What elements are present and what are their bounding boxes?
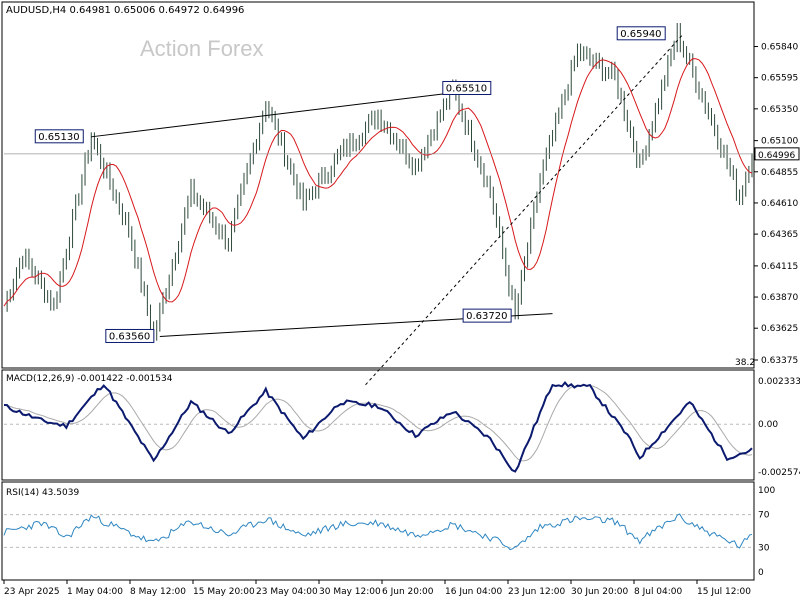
price-tick-label: 0.65350	[761, 105, 798, 115]
price-label-box	[442, 80, 492, 95]
x-tick-label: 8 Jul 04:00	[634, 587, 683, 597]
x-tick-label: 16 Jun 04:00	[445, 587, 502, 597]
x-tick-label: 23 Jun 12:00	[508, 587, 565, 597]
x-tick-label: 23 Apr 2025	[4, 587, 60, 597]
fib-trend-line	[365, 33, 684, 386]
upper-channel-line	[91, 89, 478, 138]
x-tick-label: 30 Jun 20:00	[571, 587, 628, 597]
price-label-box	[616, 26, 666, 41]
macd-signal-line	[3, 384, 753, 462]
price-label: 0.65130	[38, 132, 79, 143]
axis-layer: 0.65840 0.65595 0.65350 0.65100 0.64855 0.646…	[3, 43, 800, 597]
macd-line	[3, 381, 753, 473]
price-tick-label: 0.64855	[761, 168, 798, 178]
watermark: Action Forex	[140, 36, 264, 61]
price-label-box	[34, 129, 84, 144]
price-tick-label: 0.65100	[761, 137, 798, 147]
x-tick-label: 1 May 04:00	[67, 587, 123, 597]
rsi-tick-label: 100	[758, 486, 775, 496]
macd-tick-label: -0.002574	[758, 468, 800, 478]
rsi-tick-label: 70	[758, 511, 770, 521]
price-tick-label: 0.65595	[761, 74, 798, 84]
price-tick-label: 0.63375	[761, 356, 798, 366]
price-tick-label: 0.65840	[761, 43, 798, 53]
x-tick-label: 23 May 04:00	[256, 587, 318, 597]
price-tick-label: 0.64610	[761, 199, 798, 209]
main-panel-frame	[1, 1, 755, 369]
price-tick-label: 0.63870	[761, 293, 798, 303]
price-label-box	[462, 308, 512, 323]
price-label: 0.63720	[466, 311, 507, 322]
macd-layer	[3, 381, 753, 473]
x-tick-label: 15 Jul 12:00	[697, 587, 751, 597]
price-tick-label: 0.64365	[761, 230, 798, 240]
price-label: 0.63560	[109, 331, 150, 342]
fib-label: 38.2	[735, 358, 755, 368]
price-label-box	[105, 328, 155, 343]
price-tick-label: 0.64115	[761, 262, 798, 272]
symbol-header: AUDUSD,H4 0.64981 0.65006 0.64972 0.6499…	[6, 5, 244, 16]
moving-average-line	[3, 58, 753, 307]
rsi-tick-label: 30	[758, 543, 770, 553]
macd-panel-frame	[1, 369, 755, 481]
price-label: 0.65940	[620, 29, 661, 40]
rsi-line	[3, 513, 753, 551]
last-price-label: 0.64996	[758, 151, 795, 161]
rsi-panel-frame	[1, 481, 755, 581]
x-tick-label: 6 Jun 20:00	[382, 587, 434, 597]
rsi-tick-label: 0	[758, 568, 764, 578]
macd-tick-label: 0.00	[758, 420, 778, 430]
macd-tick-label: 0.002333	[758, 377, 800, 387]
price-tick-label: 0.63625	[761, 324, 798, 334]
price-label: 0.65510	[446, 83, 487, 94]
x-tick-label: 30 May 12:00	[319, 587, 381, 597]
x-tick-label: 15 May 20:00	[193, 587, 255, 597]
last-price-box	[754, 147, 800, 161]
rsi-title: RSI(14) 43.5039	[6, 488, 79, 498]
rsi-layer	[3, 513, 753, 551]
x-tick-label: 8 May 12:00	[130, 587, 186, 597]
price-layer: 0.65130 0.65510 0.65940 0.63560 0.63720 38.2	[3, 23, 755, 386]
macd-title: MACD(12,26,9) -0.001422 -0.001534	[6, 374, 173, 384]
